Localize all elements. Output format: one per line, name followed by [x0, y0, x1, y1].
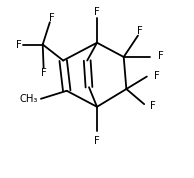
- Text: F: F: [94, 136, 100, 146]
- Text: F: F: [41, 68, 47, 78]
- Text: F: F: [16, 40, 21, 49]
- Text: F: F: [137, 26, 143, 36]
- Text: F: F: [49, 13, 55, 23]
- Text: F: F: [158, 51, 163, 61]
- Text: F: F: [94, 7, 100, 17]
- Text: CH₃: CH₃: [20, 94, 38, 104]
- Text: F: F: [150, 101, 156, 111]
- Text: F: F: [154, 71, 160, 81]
